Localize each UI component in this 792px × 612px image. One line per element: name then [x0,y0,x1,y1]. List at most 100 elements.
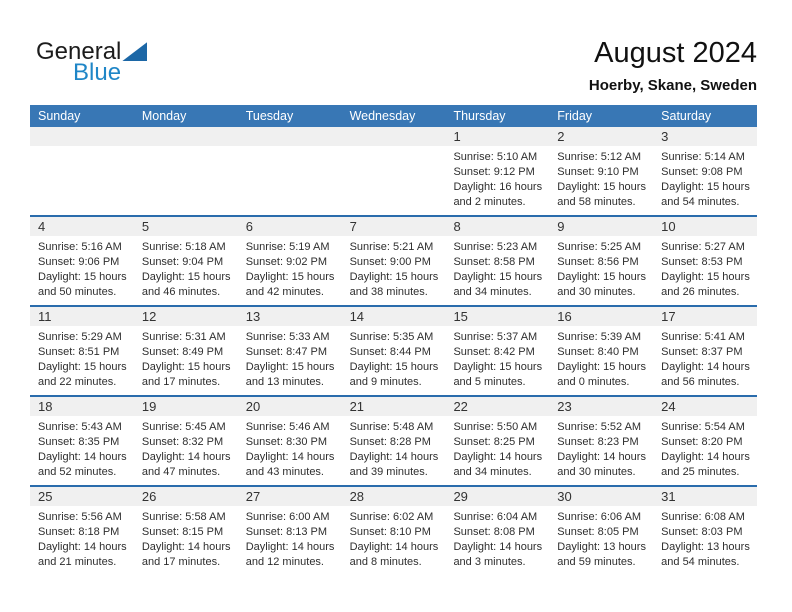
day-detail-line: Sunrise: 5:18 AM [141,241,226,253]
day-detail-line: Sunset: 8:23 PM [557,436,639,448]
day-detail-line: Daylight: 15 hours [453,361,543,373]
day-detail-line: Sunset: 8:05 PM [557,526,639,538]
week-row: 1 Sunrise: 5:10 AM Sunset: 9:12 PM Daylight… [30,127,758,215]
day-detail-line: and 5 minutes. [453,376,526,388]
day-detail-line: Sunset: 9:04 PM [141,256,224,268]
day-cell: 21 Sunrise: 5:48 AM Sunset: 8:28 PM Dayligh… [341,397,446,485]
day-detail-line: Daylight: 13 hours [661,541,750,553]
day-detail-line: and 50 minutes. [38,286,117,298]
day-number: 7 [341,217,446,236]
day-detail-line: Sunrise: 5:39 AM [557,331,642,343]
day-number [341,127,446,146]
day-detail-line: Sunset: 8:20 PM [661,436,743,448]
day-detail-line: Sunset: 9:08 PM [661,166,743,178]
day-number: 3 [653,127,758,146]
day-details: Sunrise: 5:12 AM Sunset: 9:10 PM Daylight:… [549,146,653,210]
day-cell: 10 Sunrise: 5:27 AM Sunset: 8:53 PM Dayligh… [653,217,758,305]
day-detail-line: Sunrise: 5:50 AM [453,421,538,433]
day-detail-line: Sunrise: 5:45 AM [141,421,226,433]
day-number: 6 [237,217,342,236]
day-detail-line: and 42 minutes. [245,286,324,298]
day-detail-line: Sunset: 8:51 PM [38,346,120,358]
day-detail-line: Sunrise: 5:14 AM [661,151,745,163]
day-detail-line: Daylight: 15 hours [557,271,646,283]
day-cell: 24 Sunrise: 5:54 AM Sunset: 8:20 PM Dayligh… [653,397,758,485]
day-cell: 14 Sunrise: 5:35 AM Sunset: 8:44 PM Dayligh… [341,307,446,395]
day-detail-line: Sunrise: 6:02 AM [349,511,434,523]
logo: General Blue [36,40,166,85]
day-detail-line: Sunrise: 5:29 AM [38,331,122,343]
day-detail-line: Daylight: 14 hours [661,361,750,373]
day-detail-line: Sunset: 9:02 PM [245,256,328,268]
day-cell: 3 Sunrise: 5:14 AM Sunset: 9:08 PM Daylight… [653,127,758,215]
day-detail-line: Daylight: 15 hours [557,181,646,193]
day-detail-line: and 21 minutes. [38,556,117,568]
day-number: 10 [653,217,758,236]
day-detail-line: Daylight: 15 hours [349,271,439,283]
day-cell: 19 Sunrise: 5:45 AM Sunset: 8:32 PM Dayligh… [133,397,238,485]
day-cell: 7 Sunrise: 5:21 AM Sunset: 9:00 PM Daylight… [341,217,446,305]
day-number: 30 [549,487,654,506]
day-detail-line: Daylight: 14 hours [349,541,439,553]
day-detail-line: and 47 minutes. [141,466,221,478]
day-detail-line: Sunset: 8:49 PM [141,346,224,358]
day-detail-line: Sunrise: 5:52 AM [557,421,642,433]
weekday-header-wednesday: Wednesday [349,109,416,123]
day-cell: 8 Sunrise: 5:23 AM Sunset: 8:58 PM Daylight… [445,217,550,305]
weekday-header-row: Sunday Monday Tuesday Wednesday Thursday… [30,105,757,127]
day-detail-line: Sunset: 8:32 PM [141,436,224,448]
day-number: 22 [445,397,550,416]
day-detail-line: Daylight: 15 hours [245,271,335,283]
day-details: Sunrise: 5:39 AM Sunset: 8:40 PM Daylight:… [549,326,653,390]
title-block: August 2024 Hoerby, Skane, Sweden [589,36,757,94]
day-detail-line: Sunrise: 5:56 AM [38,511,122,523]
day-detail-line: Daylight: 15 hours [661,271,750,283]
day-number: 4 [30,217,134,236]
day-detail-line: Sunrise: 5:25 AM [557,241,642,253]
day-details: Sunrise: 5:54 AM Sunset: 8:20 PM Daylight:… [653,416,757,480]
day-details: Sunrise: 5:48 AM Sunset: 8:28 PM Daylight:… [342,416,446,480]
day-details: Sunrise: 5:58 AM Sunset: 8:15 PM Daylight:… [134,506,238,570]
day-details: Sunrise: 5:35 AM Sunset: 8:44 PM Daylight:… [342,326,446,390]
day-cell: 30 Sunrise: 6:06 AM Sunset: 8:05 PM Dayligh… [549,487,654,575]
day-detail-line: Sunrise: 6:04 AM [453,511,538,523]
day-detail-line: Sunrise: 6:00 AM [245,511,330,523]
day-detail-line: Daylight: 15 hours [557,361,646,373]
week-row: 18 Sunrise: 5:43 AM Sunset: 8:35 PM Dayligh… [30,395,758,485]
week-row: 4 Sunrise: 5:16 AM Sunset: 9:06 PM Daylight… [30,215,758,305]
day-details: Sunrise: 5:14 AM Sunset: 9:08 PM Daylight:… [653,146,757,210]
day-detail-line: and 59 minutes. [557,556,636,568]
day-detail-line: Daylight: 14 hours [453,541,543,553]
day-number: 14 [341,307,446,326]
day-detail-line: Daylight: 14 hours [453,451,543,463]
day-detail-line: Sunrise: 6:08 AM [661,511,745,523]
day-cell: 29 Sunrise: 6:04 AM Sunset: 8:08 PM Dayligh… [445,487,550,575]
day-cell: 16 Sunrise: 5:39 AM Sunset: 8:40 PM Dayligh… [549,307,654,395]
day-detail-line: Daylight: 14 hours [557,451,646,463]
day-number [133,127,238,146]
day-detail-line: Sunrise: 5:35 AM [349,331,434,343]
weekday-header-sunday: Sunday [38,109,81,123]
day-detail-line: Daylight: 14 hours [141,451,231,463]
day-detail-line: Daylight: 15 hours [141,271,231,283]
day-detail-line: Sunrise: 5:58 AM [141,511,226,523]
day-detail-line: Sunrise: 5:43 AM [38,421,122,433]
day-details: Sunrise: 6:08 AM Sunset: 8:03 PM Daylight:… [653,506,757,570]
day-details: Sunrise: 5:46 AM Sunset: 8:30 PM Daylight:… [238,416,342,480]
day-number: 8 [445,217,550,236]
day-cell: 4 Sunrise: 5:16 AM Sunset: 9:06 PM Daylight… [30,217,134,305]
day-detail-line: and 17 minutes. [141,556,221,568]
day-detail-line: and 43 minutes. [245,466,324,478]
day-details: Sunrise: 5:18 AM Sunset: 9:04 PM Daylight:… [134,236,238,300]
day-detail-line: and 0 minutes. [557,376,630,388]
day-detail-line: and 56 minutes. [661,376,740,388]
day-number: 25 [30,487,134,506]
day-cell: 5 Sunrise: 5:18 AM Sunset: 9:04 PM Daylight… [133,217,238,305]
day-detail-line: Sunrise: 5:16 AM [38,241,122,253]
day-cell: 2 Sunrise: 5:12 AM Sunset: 9:10 PM Daylight… [549,127,654,215]
day-detail-line: Sunset: 8:30 PM [245,436,328,448]
day-detail-line: Sunset: 8:28 PM [349,436,431,448]
page-subtitle: Hoerby, Skane, Sweden [588,77,757,94]
day-detail-line: and 39 minutes. [349,466,428,478]
day-number: 23 [549,397,654,416]
